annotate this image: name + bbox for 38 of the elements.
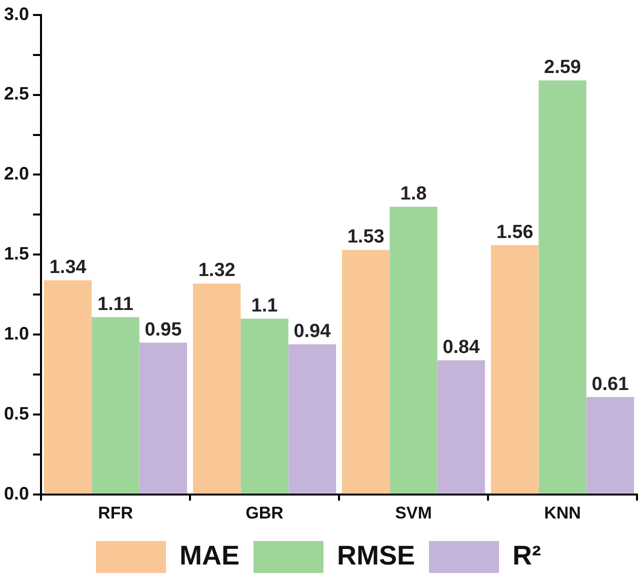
y-tick-label: 1.0 <box>4 324 30 344</box>
data-label: 0.95 <box>144 319 182 340</box>
y-tick-label: 2.0 <box>4 164 30 184</box>
bar <box>538 80 586 494</box>
data-label: 0.94 <box>294 320 332 342</box>
x-tick-label: GBR <box>246 503 284 522</box>
x-tick-label: SVM <box>395 503 432 522</box>
y-tick-label: 0.5 <box>4 404 30 424</box>
data-label: 1.11 <box>98 294 134 315</box>
bar <box>288 344 336 494</box>
legend-label: R² <box>512 540 542 570</box>
bar <box>192 283 241 494</box>
data-label: 0.84 <box>442 336 480 358</box>
data-label: 1.34 <box>49 257 87 278</box>
data-label: 1.32 <box>198 260 236 282</box>
legend-label: RMSE <box>337 540 416 570</box>
y-tick-label: 2.5 <box>4 84 30 104</box>
data-label: 1.53 <box>347 226 384 248</box>
bar <box>490 245 539 494</box>
legend-label: MAE <box>180 540 240 570</box>
bar <box>437 360 486 494</box>
data-label: 1.8 <box>400 183 427 204</box>
bar <box>342 250 390 494</box>
data-label: 0.61 <box>592 374 630 395</box>
y-tick-label: 0.0 <box>4 484 30 504</box>
y-tick-label: 1.5 <box>4 244 30 264</box>
x-tick-label: RFR <box>98 503 133 522</box>
data-label: 1.1 <box>251 295 278 316</box>
x-tick-label: KNN <box>544 503 581 522</box>
bar <box>240 318 288 494</box>
bar <box>139 342 188 494</box>
bar <box>92 317 140 494</box>
bar <box>586 397 634 494</box>
bar <box>44 280 92 494</box>
y-tick-label: 3.0 <box>4 4 30 24</box>
data-label: 2.59 <box>544 57 581 78</box>
bar <box>390 206 438 494</box>
data-label: 1.56 <box>496 222 534 243</box>
